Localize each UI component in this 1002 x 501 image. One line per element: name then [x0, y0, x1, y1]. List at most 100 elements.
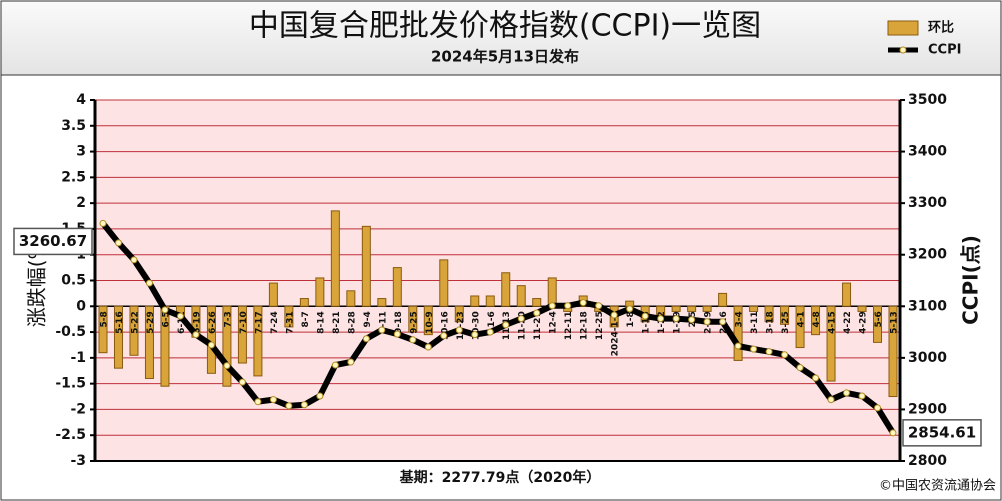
x-tick-label: 8-14	[316, 311, 326, 334]
bar	[702, 305, 712, 312]
bar	[284, 305, 294, 328]
point	[176, 312, 184, 320]
point	[579, 299, 587, 307]
point	[626, 305, 634, 313]
x-tick-label: 1-22	[657, 311, 667, 334]
bar	[888, 305, 898, 398]
point	[781, 351, 789, 359]
x-tick-label: 3-11	[750, 311, 760, 334]
x-tick-label: 11-20	[518, 311, 528, 340]
point	[796, 364, 804, 372]
y2-tick-label: 3100	[908, 298, 947, 314]
point	[548, 302, 556, 310]
bar	[532, 298, 542, 307]
point	[827, 396, 835, 404]
bar	[315, 277, 325, 307]
y2-tick-label: 3500	[908, 92, 947, 108]
x-tick-label: 8-28	[347, 311, 357, 334]
x-tick-label: 1-8	[626, 311, 636, 327]
point	[688, 316, 696, 324]
legend-swatch	[887, 20, 919, 36]
bar	[392, 267, 402, 307]
y-tick-label: 3	[76, 144, 86, 160]
y-tick-label: -3	[70, 453, 86, 469]
point	[610, 311, 618, 319]
x-tick-label: 4-8	[812, 311, 822, 327]
x-tick-label: 8-21	[332, 311, 342, 334]
bar	[718, 292, 728, 307]
x-tick-label: 3-4	[735, 311, 745, 327]
point	[285, 402, 293, 410]
point	[440, 332, 448, 340]
y-tick-label: -2	[70, 401, 86, 417]
point	[238, 378, 246, 386]
y-tick-label: -0.5	[55, 324, 86, 340]
point	[889, 429, 897, 437]
point	[765, 348, 773, 356]
bar	[222, 305, 232, 387]
y-tick-label: 0.5	[61, 273, 86, 289]
point	[145, 279, 153, 287]
x-tick-label: 9-18	[394, 311, 404, 334]
point	[858, 392, 866, 400]
bar	[346, 290, 356, 307]
x-tick-label: 5-8	[100, 311, 110, 327]
point	[750, 345, 758, 353]
x-tick-label: 12-11	[564, 311, 574, 340]
bar	[377, 298, 387, 307]
x-tick-label: 5-29	[146, 311, 156, 334]
bar	[485, 295, 495, 307]
bar	[470, 295, 480, 307]
x-tick-label: 10-30	[471, 311, 481, 340]
y-tick-label: 2.5	[61, 169, 86, 185]
point	[393, 330, 401, 338]
value-label: 3260.67	[19, 232, 87, 250]
x-tick-label: 5-22	[130, 311, 140, 334]
point	[455, 326, 463, 334]
point	[486, 328, 494, 336]
point	[207, 341, 215, 349]
point	[703, 318, 711, 326]
point	[812, 374, 820, 382]
x-tick-label: 10-16	[440, 311, 450, 340]
bar	[237, 305, 247, 364]
bar	[764, 305, 774, 323]
point	[874, 404, 882, 412]
x-tick-label: 9-25	[409, 311, 419, 334]
point	[657, 315, 665, 323]
y-tick-label: -2.5	[55, 427, 86, 443]
point	[378, 326, 386, 334]
point	[114, 239, 122, 247]
point	[595, 302, 603, 310]
bar	[501, 272, 511, 307]
point	[331, 361, 339, 369]
point	[362, 335, 370, 343]
point	[269, 396, 277, 404]
y2-tick-label: 3400	[908, 144, 947, 160]
point	[161, 306, 169, 314]
x-tick-label: 10-23	[456, 311, 466, 340]
bar	[795, 305, 805, 349]
value-label-box	[902, 419, 982, 447]
point	[471, 331, 479, 339]
x-tick-label: 12-4	[549, 311, 559, 334]
point	[517, 315, 525, 323]
x-tick-label: 6-19	[192, 311, 202, 334]
y-tick-label: 2	[76, 195, 86, 211]
value-label-box	[13, 227, 93, 256]
chart-subtitle: 2024年5月13日发布	[431, 48, 579, 66]
bar	[516, 285, 526, 307]
point	[734, 342, 742, 350]
y2-tick-label: 3200	[908, 247, 947, 263]
bar	[749, 305, 759, 312]
point	[672, 315, 680, 323]
y2-axis-title: CCPI(点)	[959, 235, 983, 325]
y-tick-label: 3.5	[61, 118, 86, 134]
bar	[439, 259, 449, 307]
bar	[299, 298, 309, 307]
y-tick-label: 0	[76, 298, 86, 314]
y-tick-label: -1.5	[55, 376, 86, 392]
bar	[857, 305, 867, 312]
x-tick-label: 7-31	[285, 311, 295, 334]
